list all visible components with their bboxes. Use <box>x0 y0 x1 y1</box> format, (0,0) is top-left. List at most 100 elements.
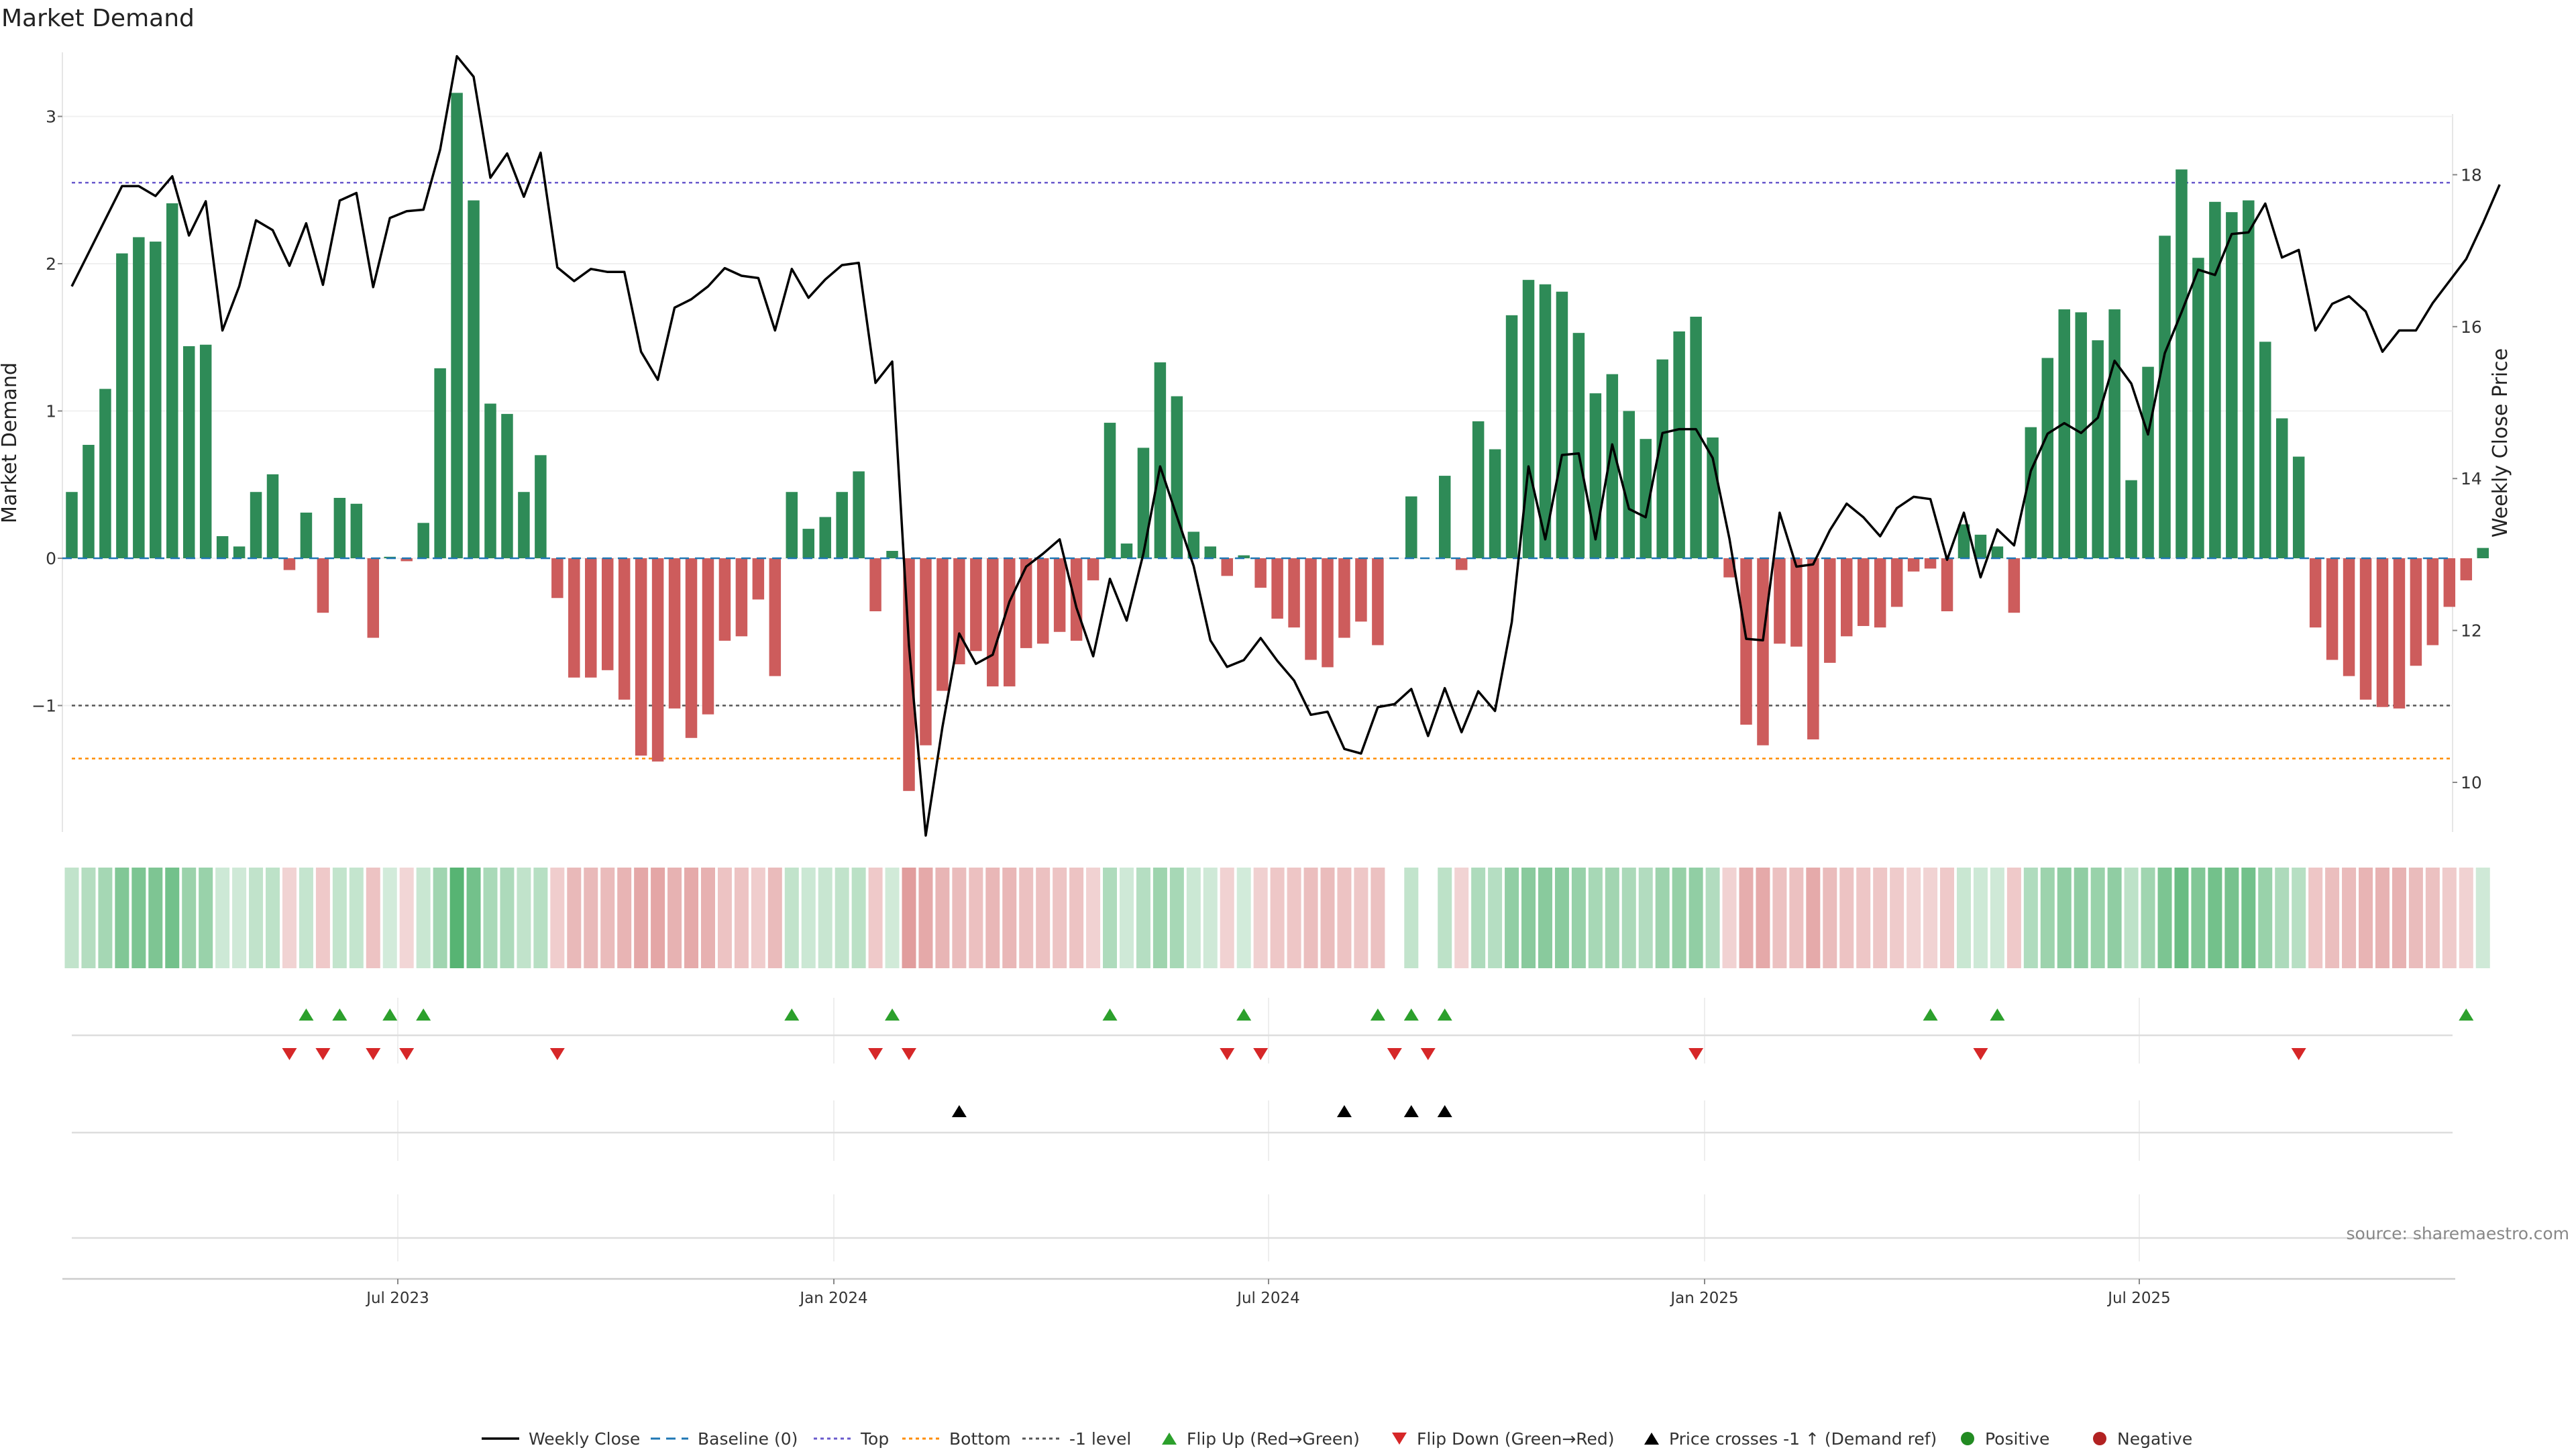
flip-down-marker <box>1973 1048 1988 1060</box>
demand-bar <box>1757 558 1769 745</box>
flip-up-marker <box>416 1008 431 1021</box>
heat-cell <box>1438 868 1452 968</box>
flip-up-marker <box>1370 1008 1385 1021</box>
heat-cell <box>2475 868 2490 968</box>
heat-cell <box>2442 868 2457 968</box>
heat-cell <box>2141 868 2155 968</box>
legend-positive-swatch <box>1961 1432 1974 1445</box>
heat-cell <box>2375 868 2390 968</box>
demand-bar <box>350 503 363 558</box>
flip-up-marker <box>1990 1008 2005 1021</box>
heat-cell <box>1923 868 1938 968</box>
demand-bar <box>1036 558 1049 644</box>
heat-cell <box>1454 868 1469 968</box>
flip-up-marker <box>784 1008 800 1021</box>
demand-bar <box>2359 558 2372 700</box>
heat-cell <box>1722 868 1737 968</box>
demand-bar <box>1405 496 1417 558</box>
demand-bar <box>936 558 949 691</box>
source-note: source: sharemaestro.com <box>2347 1224 2570 1243</box>
y2-tick-label: 12 <box>2461 621 2482 641</box>
demand-bar <box>2426 558 2439 645</box>
demand-bar <box>601 558 614 670</box>
heat-cell <box>1688 868 1703 968</box>
heat-cell <box>249 868 264 968</box>
demand-bar <box>1824 558 1836 663</box>
flip-down-marker <box>1220 1048 1235 1060</box>
chart-title: Market Demand <box>1 5 195 32</box>
heat-cell <box>366 868 380 968</box>
demand-bar <box>182 346 195 558</box>
demand-bar <box>333 498 346 558</box>
demand-bar <box>1673 331 1685 558</box>
y-tick-label: 0 <box>46 549 56 568</box>
heat-cell <box>1320 868 1335 968</box>
heat-cell <box>266 868 280 968</box>
demand-bar <box>434 368 446 558</box>
heat-cell <box>2107 868 2122 968</box>
demand-bar <box>2410 558 2422 666</box>
demand-bar <box>1104 423 1116 558</box>
demand-bar <box>66 492 78 558</box>
heat-cell <box>1236 868 1251 968</box>
price-cross-marker <box>1403 1105 1419 1117</box>
heat-cell <box>1823 868 1837 968</box>
demand-bar <box>568 558 580 678</box>
heat-cell <box>969 868 983 968</box>
demand-bar <box>133 237 145 558</box>
heat-cell <box>617 868 632 968</box>
demand-bar <box>735 558 748 637</box>
demand-bar <box>1690 317 1702 558</box>
y-tick-label: 2 <box>46 254 56 274</box>
heat-cell <box>2308 868 2323 968</box>
legend-label-cross: Price crosses -1 ↑ (Demand ref) <box>1669 1429 1937 1449</box>
demand-bar <box>752 558 765 600</box>
heat-cell <box>1605 868 1619 968</box>
demand-bar <box>266 474 279 558</box>
legend-label-bottom: Bottom <box>949 1429 1011 1449</box>
demand-bar <box>2326 558 2339 660</box>
demand-bar <box>2176 169 2188 558</box>
heat-cell <box>1789 868 1804 968</box>
flip-markers-panel <box>72 998 2474 1064</box>
y2-tick-label: 18 <box>2461 165 2482 185</box>
heat-cell <box>1839 868 1854 968</box>
demand-bar <box>1505 315 1518 558</box>
demand-bar <box>1572 333 1585 558</box>
heat-cell <box>148 868 163 968</box>
legend-flip-down-swatch <box>1392 1433 1407 1445</box>
flip-down-marker <box>1420 1048 1436 1060</box>
demand-bar <box>1438 476 1451 558</box>
demand-bar <box>2275 418 2288 558</box>
heat-cell <box>1973 868 1988 968</box>
demand-bar <box>987 558 999 686</box>
demand-bar <box>585 558 597 678</box>
demand-bar <box>1656 359 1668 558</box>
heat-cell <box>1354 868 1368 968</box>
heat-cell <box>2408 868 2423 968</box>
demand-bar <box>400 558 413 562</box>
heat-cell <box>416 868 431 968</box>
demand-bar <box>1137 448 1150 558</box>
heat-cell <box>64 868 79 968</box>
demand-bar <box>1171 396 1183 558</box>
demand-bar <box>2477 548 2489 558</box>
y-tick-label: 1 <box>46 402 56 421</box>
demand-bar <box>2041 358 2054 558</box>
demand-bar <box>468 200 480 558</box>
heat-cell <box>1772 868 1787 968</box>
demand-bar <box>1338 558 1350 638</box>
demand-bar <box>116 253 128 558</box>
demand-bar <box>216 536 229 558</box>
heat-cell <box>2241 868 2256 968</box>
heat-cell <box>1873 868 1888 968</box>
flip-down-marker <box>1387 1048 1402 1060</box>
demand-bar <box>769 558 782 676</box>
demand-bar <box>802 529 814 558</box>
flip-up-marker <box>2459 1008 2474 1021</box>
demand-bar <box>2393 558 2406 709</box>
heat-cell <box>684 868 699 968</box>
heat-cell <box>1002 868 1017 968</box>
heat-cell <box>2392 868 2406 968</box>
